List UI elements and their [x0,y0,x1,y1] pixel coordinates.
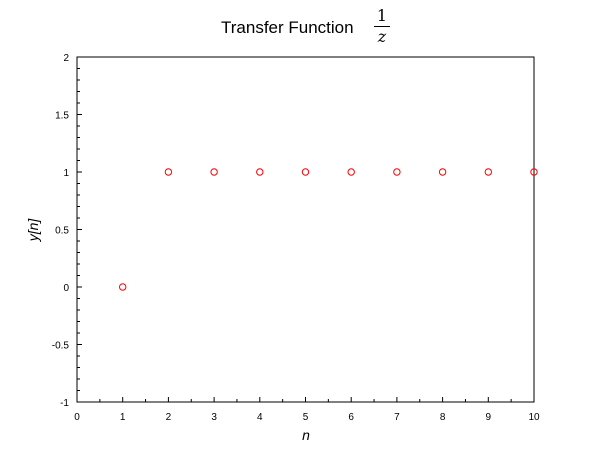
data-point [347,168,355,176]
x-tick-label: 2 [166,412,172,423]
x-tick-label: 8 [440,412,446,423]
x-tick-label: 4 [257,412,263,423]
x-tick-label: 5 [303,412,309,423]
data-point [301,168,310,176]
title-fraction-denominator: z [377,27,387,46]
data-point [256,168,264,176]
x-tick-label: 3 [211,412,217,423]
title-fraction-bar [374,26,390,27]
x-tick-label: 10 [528,412,540,423]
title-fraction-numerator: 1 [376,6,388,25]
data-points [119,168,538,291]
data-point [210,168,218,176]
x-axis-label: n [302,427,310,443]
x-tick-label: 6 [348,412,354,423]
data-point [438,168,447,176]
title-fraction: 1 z [372,7,392,46]
y-tick-label: 1 [63,168,69,179]
y-tick-label: 0.5 [55,226,69,237]
data-point [484,168,492,176]
data-point [530,168,538,176]
x-tick-label: 9 [486,412,492,423]
y-axis-label: y[n] [25,218,41,243]
x-tick-label: 0 [74,412,80,423]
axes [76,56,535,403]
y-tick-label: 1.5 [55,111,69,122]
ticks: 0 1 2 3 4 5 6 7 8 9 10 -1 -0.5 0 0.5 1 1.5 2 [52,53,540,423]
chart-title-area: Transfer Function 1 z [0,6,610,52]
x-tick-label: 7 [394,412,400,423]
y-tick-label: 0 [63,283,69,294]
y-tick-label: -1 [60,398,69,409]
x-tick-label: 1 [120,412,126,423]
y-tick-label: 2 [63,53,69,64]
data-point [393,168,401,176]
chart-title: Transfer Function [221,18,354,37]
plot-frame [76,56,535,403]
y-tick-label: -0.5 [52,341,70,352]
data-point [164,168,173,176]
data-point [119,283,127,291]
